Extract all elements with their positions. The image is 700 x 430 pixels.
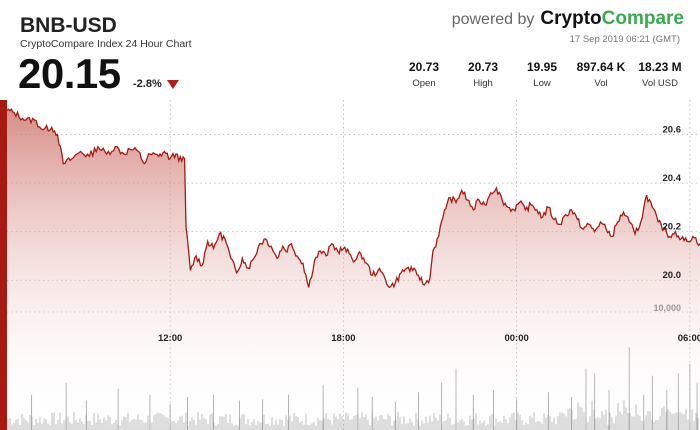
volume-axis: 10,000 [653, 303, 681, 313]
powered-by-label: powered by [451, 11, 535, 28]
x-tick-label: 00:00 [504, 333, 528, 344]
chart-header: BNB-USD CryptoCompare Index 24 Hour Char… [0, 0, 700, 100]
y-tick-label: 20.0 [663, 270, 682, 281]
y-tick-label: 20.2 [663, 222, 682, 233]
y-axis: 20.0 20.2 20.4 20.6 [663, 125, 682, 282]
stat-open-value: 20.73 [408, 60, 440, 74]
chart-subtitle: CryptoCompare Index 24 Hour Chart [20, 38, 192, 50]
x-axis: 12:00 18:00 00:00 06:00 [158, 333, 700, 344]
pair-title: BNB-USD [20, 14, 117, 37]
price-change: -2.8% [133, 78, 162, 90]
down-arrow-icon [167, 80, 179, 89]
stat-high-value: 20.73 [467, 60, 499, 74]
current-price: 20.15 [18, 50, 121, 97]
left-accent-bar [0, 100, 7, 430]
y-tick-label: 20.4 [663, 173, 682, 184]
brand-name-part2: Compare [601, 8, 684, 29]
stat-volume-value: 897.64 K [576, 60, 626, 74]
volume-tick-label: 10,000 [653, 303, 681, 313]
brand-logo[interactable]: powered by CryptoCompare [452, 8, 684, 30]
stat-volume: 897.64 K Vol [566, 60, 636, 89]
brand-name-part1: Crypto [540, 8, 602, 29]
y-tick-label: 20.6 [663, 125, 682, 136]
price-line [6, 107, 700, 289]
timestamp: 17 Sep 2019 06:21 (GMT) [569, 34, 680, 45]
stat-volume-usd-value: 18.23 M [638, 60, 682, 74]
stat-open: 20.73 Open [389, 60, 459, 89]
stat-volume-usd: 18.23 M Vol USD [625, 60, 695, 89]
stat-volume-usd-label: Vol USD [642, 78, 678, 89]
stat-low: 19.95 Low [507, 60, 577, 89]
stat-open-label: Open [412, 78, 436, 89]
stat-volume-label: Vol [594, 78, 608, 89]
stat-low-label: Low [533, 78, 551, 89]
stat-high-label: High [473, 78, 493, 89]
stat-low-value: 19.95 [526, 60, 558, 74]
x-tick-label: 12:00 [158, 333, 182, 344]
price-area [7, 109, 700, 430]
stat-high: 20.73 High [448, 60, 518, 89]
x-tick-label: 06:00 [678, 333, 700, 344]
x-tick-label: 18:00 [331, 333, 355, 344]
